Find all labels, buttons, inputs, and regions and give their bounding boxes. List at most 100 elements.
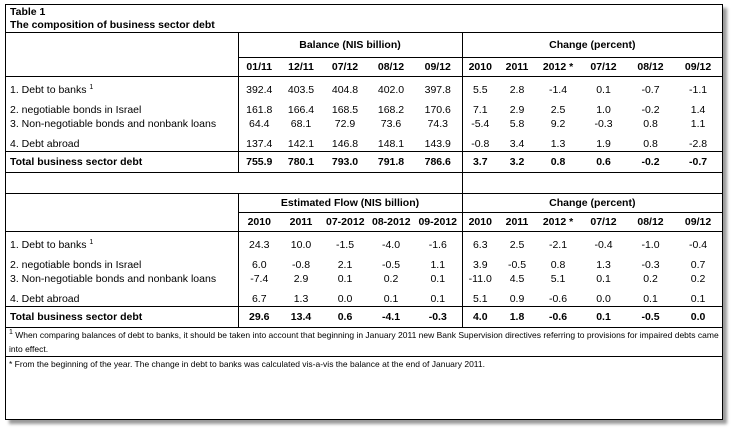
table-cell: 64.4: [237, 117, 280, 131]
table-cell: 0.1: [430, 273, 446, 285]
table-cell: 0.7: [690, 259, 706, 271]
table-cell: -0.8: [461, 131, 498, 152]
column-header: 07-2012: [322, 212, 368, 232]
table-cell: 170.6: [424, 104, 451, 116]
table-row: 2. negotiable bonds in Israel 6.0 -0.8 2.1 -…: [6, 252, 722, 272]
table-cell: 0.1: [337, 273, 353, 285]
table-row: 3. Non-negotiable bonds and nonbank loan…: [6, 117, 722, 131]
table-cell: 5.1: [550, 273, 566, 285]
table-cell: 2.1: [337, 259, 353, 271]
table-cell: 2.5: [550, 104, 566, 116]
table-cell: 0.0: [596, 293, 611, 305]
table-cell: 143.9: [424, 138, 451, 150]
table-cell: 7.1: [461, 97, 498, 117]
table-cell: 403.5: [287, 84, 315, 96]
column-header: 2010: [461, 57, 498, 77]
table-cell: 2.8: [509, 84, 525, 96]
table-cell: 2.9: [293, 273, 309, 285]
table-cell: 397.8: [424, 84, 451, 96]
table-cell: -11.0: [461, 272, 498, 286]
table-cell: 24.3: [237, 231, 280, 252]
row-label: 1. Debt to banks 1: [10, 84, 94, 96]
table-cell: 0.8: [550, 259, 566, 271]
table-cell: 73.6: [380, 118, 402, 130]
column-header: 08/12: [627, 212, 674, 232]
change-group-header: Change (percent): [461, 32, 722, 58]
column-header: 2011: [498, 212, 536, 232]
table-cell: 168.2: [377, 104, 405, 116]
table-row: 1. Debt to banks 1 392.4 403.5 404.8 402.0 39…: [6, 76, 722, 97]
total-cell: -0.5: [627, 306, 674, 328]
footnote-1-cont: into effect.: [9, 344, 49, 354]
column-header: 07/12: [580, 57, 627, 77]
table-cell: -1.4: [548, 84, 568, 96]
total-cell: 755.9: [237, 151, 280, 173]
table-cell: 1.1: [430, 259, 446, 271]
table-cell: 0.1: [690, 293, 706, 305]
table-cell: -7.4: [237, 272, 280, 286]
total-cell: 0.0: [674, 306, 722, 328]
table-cell: 2.5: [509, 239, 525, 251]
column-header: 2011: [280, 212, 322, 232]
table-cell: 168.5: [331, 104, 359, 116]
column-header: 07/12: [580, 212, 627, 232]
table-cell: 404.8: [331, 84, 359, 96]
table-cell: 10.0: [290, 239, 312, 251]
table-cell: 0.0: [337, 293, 353, 305]
row-label: 2. negotiable bonds in Israel: [10, 259, 142, 271]
total-row: Total business sector debt 755.9 780.1 793.…: [6, 151, 722, 173]
column-header: 2011: [498, 57, 536, 77]
table-cell: 402.0: [377, 84, 405, 96]
total-cell: 1.8: [498, 306, 536, 328]
table-cell: -1.1: [689, 84, 708, 96]
row-label: 4. Debt abroad: [10, 138, 80, 150]
table-cell: 74.3: [427, 118, 448, 130]
total-cell: -0.2: [627, 151, 674, 173]
total-cell: 4.0: [461, 306, 498, 328]
table-cell: 1.3: [596, 259, 611, 271]
table-cell: -0.6: [548, 293, 568, 305]
total-cell: 0.1: [580, 306, 627, 328]
column-header: 08/12: [368, 57, 414, 77]
table-cell: 2.9: [509, 104, 525, 116]
table-cell: 0.1: [643, 293, 658, 305]
column-header: 2010: [237, 212, 280, 232]
column-header: 2012 *: [536, 212, 580, 232]
table-cell: 0.2: [690, 273, 706, 285]
footnote-2: * From the beginning of the year. The ch…: [6, 356, 722, 371]
total-label: Total business sector debt: [6, 306, 238, 328]
table-cell: 0.2: [643, 273, 658, 285]
table-cell: 6.7: [237, 286, 280, 307]
total-label: Total business sector debt: [6, 151, 238, 173]
table-cell: 5.1: [461, 286, 498, 307]
table-cell: 1.1: [690, 118, 706, 130]
table-cell: 1.4: [690, 104, 706, 116]
total-row: Total business sector debt 29.6 13.4 0.6 -4.…: [6, 306, 722, 328]
table-cell: 146.8: [331, 138, 359, 150]
column-header: 09/12: [414, 57, 462, 77]
total-cell: 3.2: [498, 151, 536, 173]
table-cell: -0.5: [507, 259, 527, 271]
footnote-marker: 1: [89, 239, 94, 246]
table-cell: 137.4: [237, 131, 280, 152]
row-label: 3. Non-negotiable bonds and nonbank loan…: [10, 118, 217, 130]
table-cell: -0.4: [594, 239, 613, 251]
table-cell: -4.0: [381, 239, 401, 251]
table-cell: -0.3: [594, 118, 613, 130]
column-header: 01/11: [237, 57, 280, 77]
table-cell: 0.9: [509, 293, 525, 305]
column-header: 09-2012: [414, 212, 462, 232]
table-cell: -1.0: [641, 239, 660, 251]
footnote-marker: 1: [89, 84, 94, 91]
table-cell: 0.1: [596, 273, 611, 285]
row-label: 2. negotiable bonds in Israel: [10, 104, 142, 116]
column-header: 12/11: [280, 57, 322, 77]
total-cell: -0.6: [536, 306, 580, 328]
table-cell: -2.8: [689, 138, 708, 150]
total-cell: 793.0: [322, 151, 368, 173]
flow-group-header: Estimated Flow (NIS billion): [237, 193, 462, 213]
column-header: 09/12: [674, 212, 722, 232]
total-cell: 0.6: [322, 306, 368, 328]
table-row: 3. Non-negotiable bonds and nonbank loan…: [6, 272, 722, 286]
table-cell: -0.7: [641, 84, 660, 96]
